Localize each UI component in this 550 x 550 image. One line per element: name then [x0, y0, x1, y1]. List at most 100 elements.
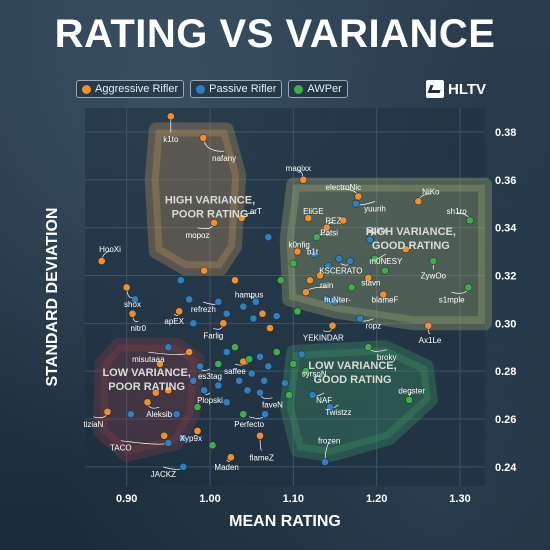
region-label-line1: HIGH VARIANCE,	[165, 195, 255, 207]
point-label-niko: NiKo	[422, 188, 440, 197]
data-point-hunter-	[331, 297, 339, 306]
point-label-naf: NAF	[316, 396, 332, 405]
region-label-line2: POOR RATING	[172, 209, 249, 221]
point-label-yekindar: YEKINDAR	[303, 334, 344, 343]
legend-label-awper: AWPer	[307, 83, 342, 95]
data-point-ax1le	[424, 321, 433, 330]
point-label-hampus: hampus	[235, 291, 263, 300]
data-point	[239, 302, 248, 311]
data-point-nafany	[199, 134, 208, 142]
data-point-refrezh	[214, 297, 223, 306]
point-label-tizian: tiziaN	[83, 420, 103, 429]
point-label-magixx: magixx	[286, 164, 311, 173]
data-point-m0nesy	[371, 254, 379, 263]
data-point-niko	[414, 197, 423, 206]
data-point	[401, 245, 410, 254]
legend-item-passive-rifler: Passive Rifler	[190, 80, 283, 98]
point-label-taco: TACO	[110, 444, 132, 453]
y-tick-label: 0.32	[495, 270, 516, 282]
data-point	[214, 381, 223, 390]
data-point	[235, 376, 244, 385]
data-point	[222, 309, 231, 318]
point-label-k1to: k1to	[163, 135, 179, 144]
region-high-variance-poor-rating	[144, 122, 247, 276]
data-point-degster	[405, 396, 414, 404]
data-point-apex	[175, 307, 184, 316]
point-label-maden: Maden	[214, 463, 238, 472]
data-point	[272, 348, 281, 356]
point-label-kscerato: KSCERATO	[319, 267, 362, 276]
data-point	[306, 276, 314, 285]
data-point-kscerato	[346, 257, 354, 265]
data-point	[214, 360, 223, 368]
brand-logo: HLTV	[426, 80, 486, 98]
y-tick-label: 0.30	[495, 318, 516, 330]
data-point	[193, 403, 202, 411]
data-point	[272, 312, 281, 320]
legend-label-passive-rifler: Passive Rifler	[209, 83, 277, 95]
region-low-variance-good-rating	[279, 340, 438, 462]
data-point	[131, 295, 139, 304]
data-point-saffee	[245, 355, 254, 364]
data-point-perfecto	[261, 410, 269, 419]
brand-name: HLTV	[448, 80, 487, 98]
region-label-line2: GOOD RATING	[372, 240, 450, 252]
point-label-aleksib: Aleksib	[146, 410, 172, 419]
point-label-mopoz: mopoz	[185, 231, 209, 240]
y-tick-label: 0.24	[495, 462, 517, 474]
point-label-stavn: stavn	[361, 279, 380, 288]
point-label-misutaaa: misutaaa	[132, 355, 165, 364]
point-label-twistzz: Twistzz	[325, 408, 351, 417]
point-label-patsi: Patsi	[320, 228, 338, 237]
data-point-k0nfig	[293, 247, 302, 256]
data-point-nitr0	[128, 309, 137, 318]
data-point-es3tag	[196, 362, 204, 371]
data-point	[231, 276, 239, 285]
point-label-blamef: blameF	[372, 295, 399, 304]
point-label-nafany: nafany	[212, 154, 236, 163]
data-point	[249, 314, 258, 323]
point-label-plopski: Plopski	[197, 396, 223, 405]
data-point-frozen	[321, 458, 329, 466]
data-point	[176, 276, 185, 285]
data-point-stavn	[364, 274, 373, 282]
point-label-apex: apEX	[164, 317, 184, 326]
data-point	[258, 309, 267, 318]
data-point	[316, 271, 324, 280]
point-label-sh1ro: sh1ro	[447, 207, 468, 216]
data-point	[335, 254, 344, 263]
data-point	[243, 386, 252, 395]
point-label-art: arT	[250, 207, 262, 216]
region-high-variance-good-rating	[279, 177, 492, 331]
data-point	[266, 324, 274, 332]
data-point-twistzz	[326, 403, 334, 411]
legend-label-aggressive-rifler: Aggressive Rifler	[95, 83, 179, 95]
data-point	[247, 369, 256, 378]
data-point-flamez	[256, 431, 264, 440]
point-label-rez: REZ	[325, 216, 341, 225]
data-point	[189, 376, 198, 385]
region-labels: HIGH VARIANCE, POOR RATING HIGH VARIANCE, G…	[102, 195, 455, 393]
data-point	[185, 295, 194, 304]
data-point	[164, 386, 173, 395]
data-point-faven	[256, 388, 264, 397]
data-point-misutaaa	[185, 348, 194, 356]
data-point	[264, 233, 273, 242]
data-point-xyp9x	[178, 434, 187, 443]
data-point	[231, 343, 239, 352]
data-point	[151, 388, 160, 397]
data-point	[347, 283, 356, 292]
data-point-rez	[322, 223, 331, 232]
data-point-mopoz	[210, 218, 219, 227]
point-label-saffee: saffee	[224, 367, 246, 376]
x-tick-label: 1.20	[366, 493, 387, 505]
data-point-naf	[308, 391, 317, 399]
data-point-art	[237, 214, 246, 222]
data-point	[126, 410, 135, 419]
point-label-nitr0: nitr0	[131, 324, 147, 333]
data-point	[160, 431, 169, 440]
point-label-es3tag: es3tag	[198, 372, 222, 381]
axis-ticks: 0.90 1.00 1.10 1.20 1.30 0.24 0.26 0.28 0.30 0.32…	[116, 127, 517, 505]
y-tick-label: 0.26	[495, 414, 516, 426]
